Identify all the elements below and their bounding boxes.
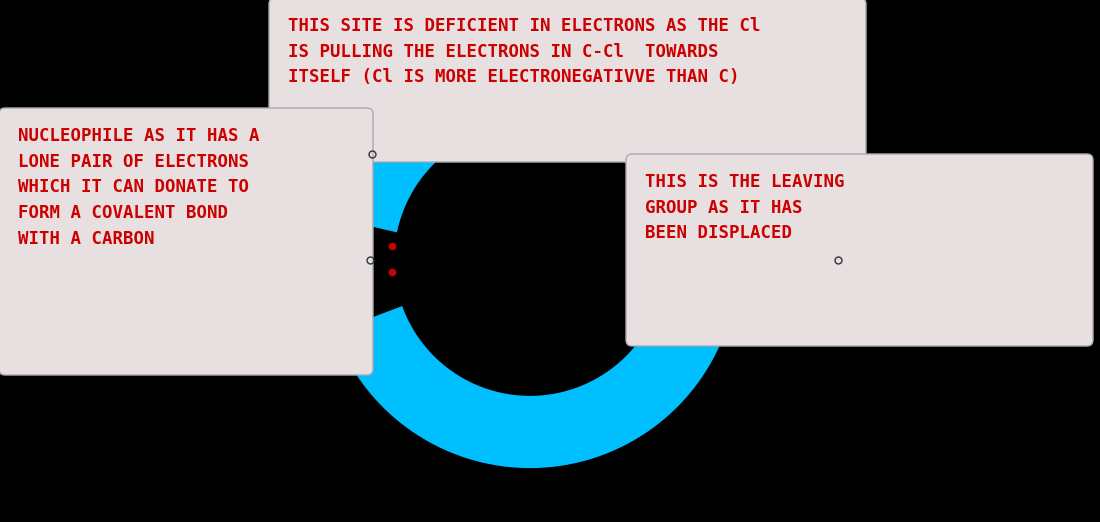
FancyBboxPatch shape — [0, 108, 373, 375]
Circle shape — [409, 139, 650, 381]
Text: THIS SITE IS DEFICIENT IN ELECTRONS AS THE Cl
IS PULLING THE ELECTRONS IN C-Cl  : THIS SITE IS DEFICIENT IN ELECTRONS AS T… — [288, 17, 760, 87]
FancyBboxPatch shape — [270, 0, 866, 162]
Text: NUCLEOPHILE AS IT HAS A
LONE PAIR OF ELECTRONS
WHICH IT CAN DONATE TO
FORM A COV: NUCLEOPHILE AS IT HAS A LONE PAIR OF ELE… — [18, 127, 260, 248]
FancyBboxPatch shape — [626, 154, 1093, 346]
Text: THIS IS THE LEAVING
GROUP AS IT HAS
BEEN DISPLACED: THIS IS THE LEAVING GROUP AS IT HAS BEEN… — [645, 173, 845, 242]
